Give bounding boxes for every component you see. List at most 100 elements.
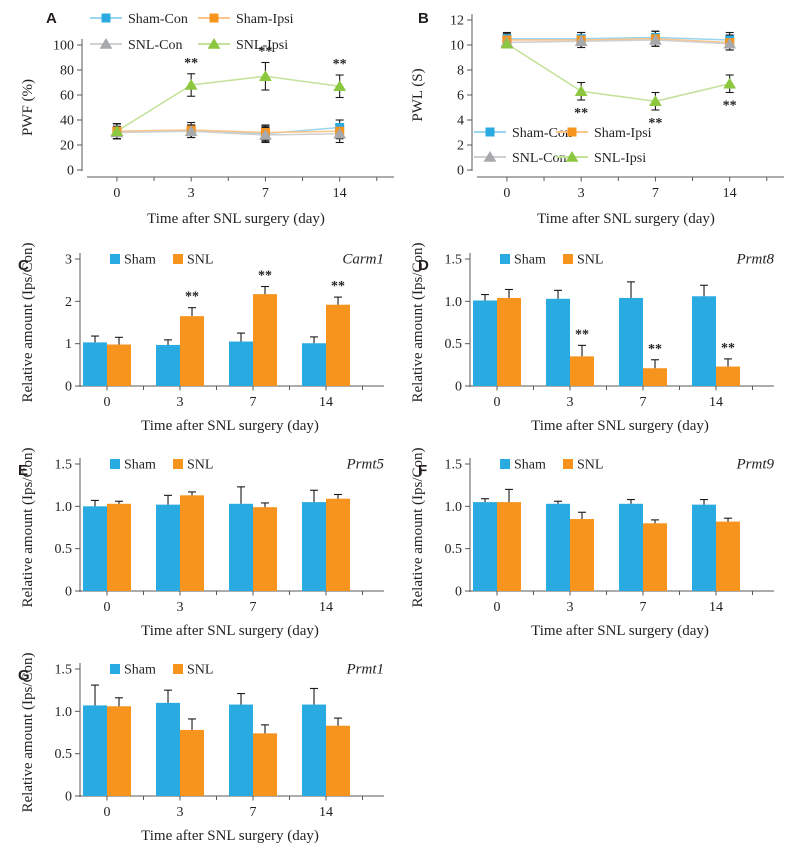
triangle-marker [258,70,272,82]
x-tick-label: 14 [319,600,333,615]
triangle-marker [333,80,347,92]
gene-label: Prmt8 [736,252,775,268]
legend-swatch [173,254,183,264]
series-line-snl-con [506,39,730,45]
bar-sham [619,297,644,386]
x-tick-label: 7 [652,186,659,201]
panel-letter: G [18,667,30,684]
legend-swatch [110,459,120,469]
y-tick-label: 12 [450,14,464,29]
x-tick-label: 0 [494,395,501,410]
bar-snl [716,521,741,591]
x-tick-label: 3 [177,395,184,410]
y-tick-label: 0 [65,585,72,600]
square-marker [101,13,111,23]
panel-letter: F [418,462,427,479]
x-tick-label: 7 [250,600,257,615]
legend-label: SNL [187,663,213,678]
legend-label: Sham [124,458,156,473]
bar-sham [473,502,498,591]
y-tick-label: 1.5 [445,253,463,268]
bar-sham [83,342,108,386]
triangle-marker [184,78,198,90]
y-tick-label: 0 [65,790,72,805]
x-tick-label: 7 [640,600,647,615]
x-tick-label: 3 [567,395,574,410]
bar-snl [253,733,278,796]
legend-label: Sham [514,458,546,473]
panel-d-prmt8-bar-chart: 0 0.5 1.0 1.5 0 3 7 14 Time after SNL surgery (d… [400,238,790,440]
triangle-marker [648,95,662,107]
triangle-marker [258,128,272,140]
y-tick-label: 1.5 [55,663,73,678]
y-tick-label: 0 [455,380,462,395]
y-tick-label: 0.5 [55,542,73,557]
triangle-marker [500,37,514,49]
bar-sham [229,503,254,591]
y-axis-label: Relative amount (Ips/Con) [20,243,36,403]
y-tick-label: 0 [65,380,72,395]
legend-label: Sham-Ipsi [236,12,294,27]
x-axis-label: Time after SNL surgery (day) [141,623,319,639]
bar-snl [570,356,595,386]
x-tick-label: 0 [104,805,111,820]
gene-label: Prmt9 [736,457,775,473]
legend-item-snl-con: SNL-Con [90,37,182,53]
legend-label: SNL-Con [512,151,566,166]
x-axis-label: Time after SNL surgery (day) [531,418,709,434]
series-line-sham-ipsi [116,129,340,134]
panel-a-pwf-line-chart: 0 20 40 60 80 100 0 3 7 14 Time after SNL surgery … [10,5,400,233]
panel-letter: A [46,10,57,27]
significance-marker: ** [723,99,737,114]
bar-snl [107,503,132,591]
significance-marker: ** [258,45,272,60]
bar-snl [180,316,205,386]
legend-item-snl: SNL [173,458,213,473]
legend-label: SNL-Ipsi [236,38,288,53]
x-tick-label: 7 [640,395,647,410]
panel-c-carm1-bar-chart: 0 1 2 3 0 3 7 14 Time after SNL surgery (day) Rel… [10,238,400,440]
bar-sham [302,704,327,796]
y-tick-label: 0 [455,585,462,600]
x-tick-label: 14 [319,395,333,410]
y-tick-label: 2 [457,139,464,154]
x-tick-label: 14 [319,805,333,820]
y-tick-label: 3 [65,253,72,268]
x-tick-label: 0 [104,600,111,615]
bar-snl [107,706,132,796]
chart-svg-b: 0 2 4 6 8 10 12 0 3 7 14 Time after SNL surgery (da… [410,10,784,227]
y-tick-label: 0 [457,164,464,179]
y-tick-label: 0.5 [445,542,463,557]
x-tick-label: 0 [494,600,501,615]
legend-item-sham: Sham [110,663,156,678]
legend-item-sham: Sham [500,458,546,473]
bar-snl [570,519,595,591]
significance-marker: ** [648,116,662,131]
legend-label: SNL-Con [128,38,182,53]
bar-sham [229,704,254,796]
triangle-marker [565,150,579,162]
bar-snl [326,498,351,591]
x-axis-label: Time after SNL surgery (day) [147,211,325,227]
bar-snl [643,523,668,591]
legend-swatch [500,459,510,469]
panel-letter: E [18,462,28,479]
gene-label: Carm1 [342,252,384,268]
x-tick-label: 7 [250,395,257,410]
x-tick-label: 3 [188,186,195,201]
significance-marker: ** [184,56,198,71]
panel-g-prmt1-bar-chart: 0 0.5 1.0 1.5 0 3 7 14 Time after SNL surgery (d… [10,648,400,848]
legend-swatch [110,664,120,674]
significance-marker: ** [333,57,347,72]
bar-snl [180,495,205,591]
gene-label: Prmt1 [346,662,385,678]
bar-sham [229,341,254,386]
legend-label: SNL [187,253,213,268]
triangle-marker [110,125,124,137]
panel-e-prmt5-bar-chart: 0 0.5 1.0 1.5 0 3 7 14 Time after SNL surgery (d… [10,443,400,645]
x-axis-label: Time after SNL surgery (day) [141,418,319,434]
